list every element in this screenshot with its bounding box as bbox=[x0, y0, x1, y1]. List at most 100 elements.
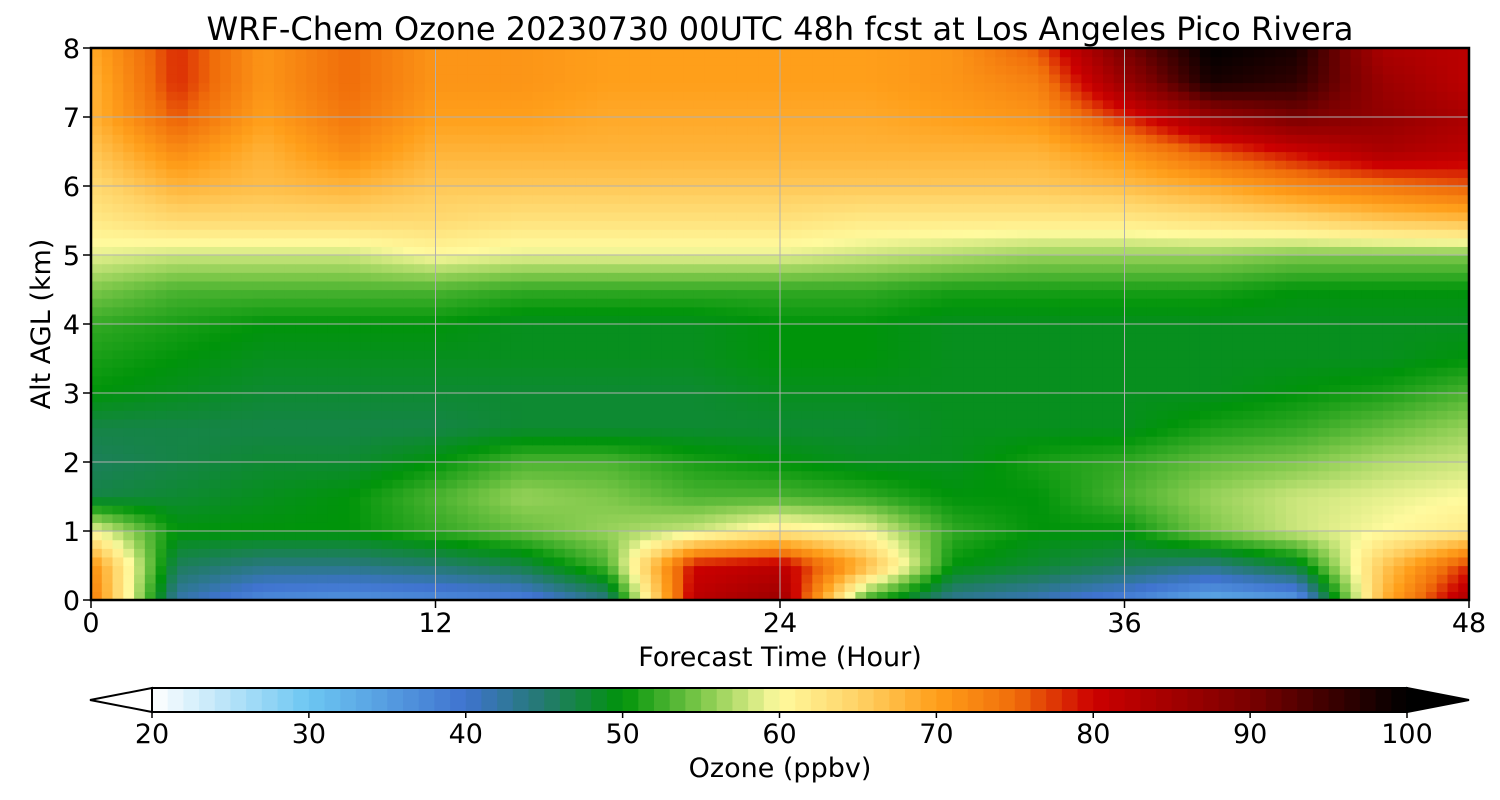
heatmap-cell bbox=[91, 341, 103, 351]
heatmap-cell bbox=[349, 280, 361, 291]
heatmap-cell bbox=[909, 384, 921, 394]
heatmap-cell bbox=[155, 565, 167, 575]
heatmap-cell bbox=[1264, 444, 1276, 454]
heatmap-cell bbox=[1242, 453, 1255, 463]
heatmap-cell bbox=[252, 574, 264, 584]
heatmap-cell bbox=[930, 496, 943, 506]
heatmap-cell bbox=[661, 513, 673, 523]
heatmap-cell bbox=[823, 263, 835, 273]
heatmap-cell bbox=[747, 272, 760, 282]
heatmap-cell bbox=[909, 444, 921, 454]
heatmap-cell bbox=[866, 315, 878, 325]
heatmap-cell bbox=[1307, 548, 1319, 558]
heatmap-cell bbox=[963, 470, 975, 480]
heatmap-cell bbox=[833, 470, 846, 480]
heatmap-cell bbox=[693, 315, 706, 325]
heatmap-cell bbox=[596, 444, 609, 454]
heatmap-cell bbox=[1296, 410, 1309, 420]
heatmap-cell bbox=[1027, 263, 1039, 273]
heatmap-cell bbox=[1092, 427, 1104, 437]
heatmap-cell bbox=[532, 556, 544, 567]
heatmap-cell bbox=[919, 574, 932, 584]
heatmap-cell bbox=[704, 384, 717, 394]
heatmap-cell bbox=[1425, 272, 1438, 282]
heatmap-cell bbox=[866, 539, 878, 549]
heatmap-cell bbox=[855, 263, 867, 273]
heatmap-cell bbox=[1318, 332, 1330, 342]
heatmap-cell bbox=[887, 367, 900, 377]
heatmap-cell bbox=[1016, 375, 1029, 385]
heatmap-cell bbox=[640, 393, 652, 403]
heatmap-cell bbox=[1102, 539, 1115, 549]
heatmap-cell bbox=[1393, 522, 1406, 532]
heatmap-cell bbox=[424, 393, 437, 403]
heatmap-cell bbox=[295, 358, 307, 368]
heatmap-cell bbox=[327, 436, 340, 446]
heatmap-cell bbox=[284, 324, 297, 334]
heatmap-cell bbox=[457, 453, 469, 463]
heatmap-cell bbox=[1264, 548, 1276, 558]
heatmap-cell bbox=[898, 358, 910, 368]
heatmap-cell bbox=[736, 341, 749, 351]
heatmap-cell bbox=[532, 367, 544, 377]
heatmap-cell bbox=[683, 358, 695, 368]
heatmap-cell bbox=[1102, 556, 1115, 567]
heatmap-cell bbox=[704, 263, 717, 273]
heatmap-cell bbox=[1329, 341, 1341, 351]
heatmap-cell bbox=[209, 505, 221, 515]
heatmap-cell bbox=[1382, 565, 1395, 575]
heatmap-cell bbox=[263, 367, 275, 377]
heatmap-cell bbox=[370, 522, 383, 532]
heatmap-cell bbox=[489, 315, 501, 325]
heatmap-cell bbox=[144, 427, 157, 437]
heatmap-cell bbox=[683, 548, 695, 558]
heatmap-cell bbox=[672, 522, 684, 532]
heatmap-cell bbox=[1350, 462, 1362, 472]
heatmap-cell bbox=[424, 522, 437, 532]
heatmap-cell bbox=[306, 462, 318, 472]
heatmap-cell bbox=[1081, 401, 1093, 411]
heatmap-cell bbox=[683, 539, 695, 549]
heatmap-cell bbox=[1275, 479, 1287, 489]
heatmap-cell bbox=[230, 436, 243, 446]
heatmap-cell bbox=[112, 462, 124, 472]
heatmap-cell bbox=[855, 453, 867, 463]
heatmap-cell bbox=[1264, 470, 1276, 480]
heatmap-cell bbox=[909, 591, 921, 600]
heatmap-cell bbox=[1016, 565, 1029, 575]
heatmap-cell bbox=[1382, 539, 1395, 549]
heatmap-cell bbox=[1199, 349, 1212, 360]
heatmap-cell bbox=[1242, 565, 1255, 575]
heatmap-cell bbox=[263, 289, 275, 299]
heatmap-cell bbox=[144, 470, 157, 480]
heatmap-cell bbox=[327, 522, 340, 532]
heatmap-cell bbox=[1189, 298, 1201, 308]
heatmap-cell bbox=[209, 531, 221, 541]
heatmap-cell bbox=[1006, 401, 1018, 411]
heatmap-cell bbox=[930, 531, 943, 541]
heatmap-cell bbox=[747, 470, 760, 480]
heatmap-cell bbox=[1425, 522, 1438, 532]
heatmap-cell bbox=[1221, 522, 1233, 532]
heatmap-cell bbox=[919, 539, 932, 549]
heatmap-cell bbox=[898, 556, 910, 567]
heatmap-cell bbox=[1221, 393, 1233, 403]
heatmap-cell bbox=[715, 453, 727, 463]
heatmap-cell bbox=[392, 341, 404, 351]
heatmap-cell bbox=[866, 410, 878, 420]
heatmap-cell bbox=[1436, 341, 1449, 351]
heatmap-cell bbox=[1285, 556, 1298, 567]
heatmap-cell bbox=[963, 505, 975, 515]
heatmap-cell bbox=[274, 315, 286, 325]
heatmap-cell bbox=[607, 393, 620, 403]
heatmap-cell bbox=[919, 315, 932, 325]
heatmap-cell bbox=[1210, 556, 1222, 567]
heatmap-cell bbox=[1232, 289, 1244, 299]
heatmap-cell bbox=[1253, 505, 1266, 515]
heatmap-cell bbox=[510, 444, 523, 454]
heatmap-cell bbox=[629, 349, 641, 360]
heatmap-cell bbox=[1329, 539, 1341, 549]
heatmap-cell bbox=[306, 487, 318, 498]
heatmap-cell bbox=[1264, 332, 1276, 342]
heatmap-cell bbox=[1329, 410, 1341, 420]
